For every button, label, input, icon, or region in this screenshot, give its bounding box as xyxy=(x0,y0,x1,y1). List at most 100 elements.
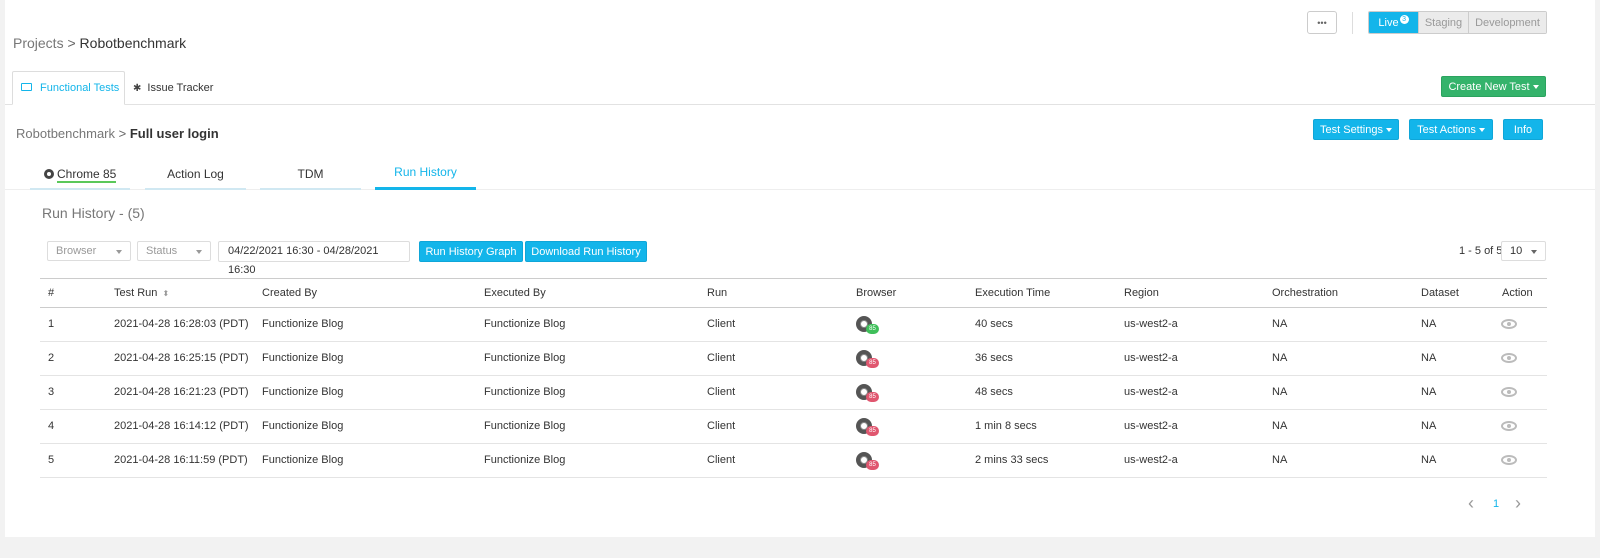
cell-test-run: 2021-04-28 16:21:23 (PDT) xyxy=(114,386,249,398)
cell-num: 3 xyxy=(48,386,55,398)
main-panel xyxy=(5,0,1595,537)
breadcrumb: Projects > Robotbenchmark xyxy=(13,35,186,51)
col-header-test-run-label: Test Run xyxy=(114,287,158,299)
test-breadcrumb-project[interactable]: Robotbenchmark xyxy=(16,126,115,141)
browser-filter-select[interactable]: Browser xyxy=(47,241,131,261)
pagination-summary: 1 - 5 of 5 xyxy=(1459,245,1503,257)
monitor-icon xyxy=(21,83,32,91)
cell-orchestration: NA xyxy=(1272,386,1288,398)
cell-exec-time: 40 secs xyxy=(975,318,1013,330)
cell-exec-time: 2 mins 33 secs xyxy=(975,454,1049,466)
env-tab-development[interactable]: Development xyxy=(1468,12,1546,33)
chevron-down-icon xyxy=(196,250,202,254)
cell-num: 1 xyxy=(48,318,55,330)
col-header-num: # xyxy=(48,287,55,299)
test-settings-button[interactable]: Test Settings xyxy=(1313,119,1399,140)
table-row[interactable]: 2 2021-04-28 16:25:15 (PDT) Functionize Bl… xyxy=(40,342,1547,376)
table-row[interactable]: 1 2021-04-28 16:28:03 (PDT) Functionize Bl… xyxy=(40,308,1547,342)
breadcrumb-separator: > xyxy=(67,35,76,51)
more-options-button[interactable]: ••• xyxy=(1307,11,1337,34)
chevron-down-icon xyxy=(1531,250,1537,254)
tab-functional-tests-label: Functional Tests xyxy=(40,82,120,94)
info-button[interactable]: Info xyxy=(1503,119,1543,140)
col-header-browser: Browser xyxy=(856,287,897,299)
tab-action-log[interactable]: Action Log xyxy=(145,167,246,190)
pager-next-button[interactable]: › xyxy=(1515,493,1521,513)
cell-run: Client xyxy=(707,386,736,398)
tab-chrome-85[interactable]: Chrome 85 xyxy=(30,167,130,190)
tab-issue-tracker[interactable]: ✱ Issue Tracker xyxy=(133,80,213,96)
breadcrumb-current: Robotbenchmark xyxy=(79,35,187,51)
test-breadcrumb-separator: > xyxy=(118,126,127,141)
col-header-executed-by: Executed By xyxy=(484,287,546,299)
download-run-history-label: Download Run History xyxy=(531,245,641,258)
cell-orchestration: NA xyxy=(1272,318,1288,330)
table-row[interactable]: 5 2021-04-28 16:11:59 (PDT) Functionize Bl… xyxy=(40,444,1547,478)
cell-num: 5 xyxy=(48,454,55,466)
tab-tdm-label: TDM xyxy=(297,167,324,181)
cell-region: us-west2-a xyxy=(1124,318,1178,330)
chrome-icon xyxy=(43,169,54,179)
chrome-icon: 85 xyxy=(856,384,879,402)
tab-functional-tests[interactable]: Functional Tests xyxy=(12,71,125,105)
view-eye-icon[interactable] xyxy=(1501,387,1517,397)
run-history-graph-button[interactable]: Run History Graph xyxy=(419,241,523,262)
chevron-down-icon xyxy=(1532,84,1539,89)
cell-executed-by: Functionize Blog xyxy=(484,352,566,364)
cell-created-by: Functionize Blog xyxy=(262,318,344,330)
tab-run-history[interactable]: Run History xyxy=(375,165,476,190)
view-eye-icon[interactable] xyxy=(1501,421,1517,431)
tab-issue-tracker-label: Issue Tracker xyxy=(147,82,214,94)
download-run-history-button[interactable]: Download Run History xyxy=(525,241,647,262)
chevron-down-icon xyxy=(1478,127,1485,132)
cell-run: Client xyxy=(707,420,736,432)
cell-num: 2 xyxy=(48,352,55,364)
chrome-icon: 85 xyxy=(856,316,879,334)
table-header: # Test Run ⬍ Created By Executed By Run … xyxy=(40,278,1547,308)
cell-executed-by: Functionize Blog xyxy=(484,454,566,466)
main-tabs-bar xyxy=(5,104,1595,105)
test-actions-button[interactable]: Test Actions xyxy=(1409,119,1493,140)
bug-icon: ✱ xyxy=(133,82,142,94)
status-filter-select[interactable]: Status xyxy=(137,241,211,261)
create-new-test-label: Create New Test xyxy=(1448,80,1530,93)
cell-orchestration: NA xyxy=(1272,352,1288,364)
env-switch: Live 3 Staging Development xyxy=(1368,11,1547,34)
test-settings-label: Test Settings xyxy=(1320,123,1383,136)
cell-created-by: Functionize Blog xyxy=(262,386,344,398)
cell-region: us-west2-a xyxy=(1124,420,1178,432)
env-tab-staging[interactable]: Staging xyxy=(1418,12,1468,33)
pager-prev-button[interactable]: ‹ xyxy=(1468,493,1474,513)
tab-chrome-85-label: Chrome 85 xyxy=(56,167,117,183)
cell-created-by: Functionize Blog xyxy=(262,420,344,432)
tab-run-history-label: Run History xyxy=(394,165,457,179)
create-new-test-button[interactable]: Create New Test xyxy=(1441,76,1546,97)
view-eye-icon[interactable] xyxy=(1501,319,1517,329)
test-breadcrumb-current: Full user login xyxy=(129,126,219,141)
tab-tdm[interactable]: TDM xyxy=(260,167,361,190)
view-eye-icon[interactable] xyxy=(1501,455,1517,465)
browser-version-badge: 85 xyxy=(866,324,879,334)
cell-exec-time: 1 min 8 secs xyxy=(975,420,1037,432)
view-eye-icon[interactable] xyxy=(1501,353,1517,363)
cell-orchestration: NA xyxy=(1272,454,1288,466)
page-size-select[interactable]: 10 xyxy=(1501,241,1546,261)
breadcrumb-projects-link[interactable]: Projects xyxy=(13,35,64,51)
cell-exec-time: 48 secs xyxy=(975,386,1013,398)
date-range-input[interactable]: 04/22/2021 16:30 - 04/28/2021 16:30 xyxy=(218,241,410,276)
run-history-graph-label: Run History Graph xyxy=(425,245,517,258)
cell-dataset: NA xyxy=(1421,454,1437,466)
sort-icon[interactable]: ⬍ xyxy=(162,289,170,298)
cell-executed-by: Functionize Blog xyxy=(484,420,566,432)
pager-page-1[interactable]: 1 xyxy=(1493,498,1500,510)
chrome-icon: 85 xyxy=(856,350,879,368)
col-header-test-run[interactable]: Test Run ⬍ xyxy=(114,279,169,308)
cell-num: 4 xyxy=(48,420,55,432)
env-tab-live[interactable]: Live 3 xyxy=(1369,12,1418,33)
cell-test-run: 2021-04-28 16:14:12 (PDT) xyxy=(114,420,249,432)
status-filter-label: Status xyxy=(146,245,178,257)
cell-region: us-west2-a xyxy=(1124,386,1178,398)
table-row[interactable]: 3 2021-04-28 16:21:23 (PDT) Functionize Bl… xyxy=(40,376,1547,410)
col-header-region: Region xyxy=(1124,287,1159,299)
table-row[interactable]: 4 2021-04-28 16:14:12 (PDT) Functionize Bl… xyxy=(40,410,1547,444)
